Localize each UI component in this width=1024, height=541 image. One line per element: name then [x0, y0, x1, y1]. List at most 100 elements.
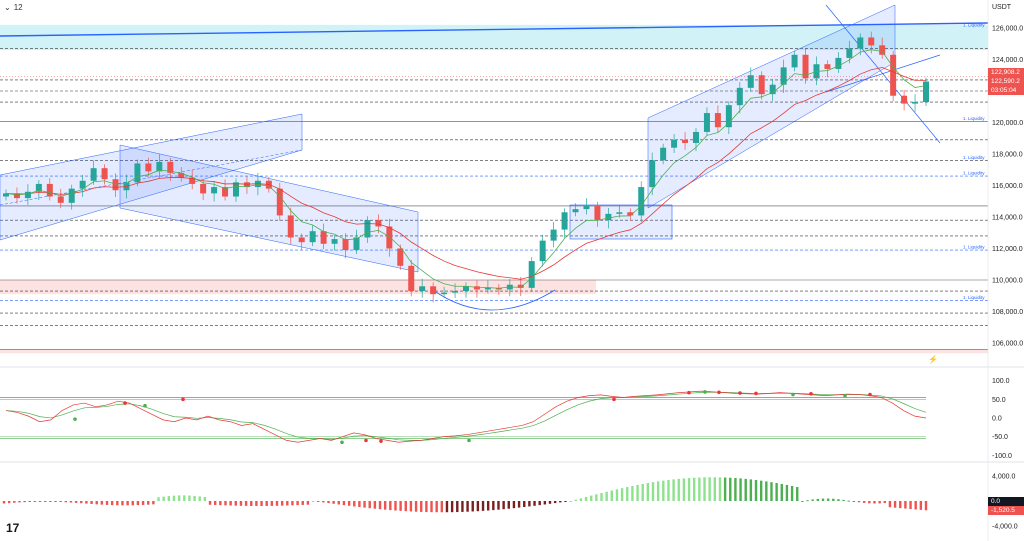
histogram-bar	[430, 501, 433, 513]
histogram-bar	[280, 501, 284, 506]
candle-body	[802, 54, 809, 79]
price-axis-tick: 118,000.0	[992, 152, 1023, 159]
histogram-bar	[286, 501, 289, 506]
candle-body	[780, 67, 787, 85]
histogram-bar	[18, 501, 21, 503]
histogram-bar	[54, 501, 57, 502]
oscillator-cross-dot	[754, 391, 758, 396]
histogram-bar	[832, 498, 835, 501]
histogram-bar	[296, 501, 299, 506]
histogram-bar	[306, 501, 310, 505]
oscillator-cross-dot	[738, 391, 742, 395]
histogram-bar	[28, 501, 31, 502]
interval-indicator[interactable]: ⌄ 12	[4, 3, 23, 12]
histogram-bar	[136, 501, 140, 506]
candle-body	[243, 182, 250, 188]
price-axis-tick: 110,000.0	[992, 278, 1023, 285]
histogram-bar	[270, 501, 274, 506]
histogram-bar	[435, 501, 438, 513]
price-axis-tick: 126,000.0	[992, 26, 1023, 33]
histogram-bar	[672, 479, 675, 501]
oscillator-axis-tick: 0.0	[992, 416, 1002, 423]
histogram-bar	[718, 477, 722, 501]
candle-body	[583, 205, 590, 210]
histogram-bar	[481, 501, 485, 511]
histogram-bar	[662, 480, 665, 501]
candle-body	[660, 147, 667, 161]
candle-body	[342, 239, 349, 251]
candle-body	[57, 196, 64, 203]
histogram-bar	[250, 501, 253, 506]
candle-body	[222, 187, 229, 197]
histogram-bar	[394, 501, 397, 511]
histogram-bar	[38, 501, 42, 502]
histogram-bar	[610, 490, 613, 501]
oscillator-axis-tick: 50.0	[992, 397, 1006, 404]
histogram-bar	[183, 495, 186, 501]
chevron-down-icon[interactable]: ⌄	[4, 3, 11, 12]
candle-body	[419, 286, 426, 292]
histogram-bar	[765, 481, 768, 501]
candle-body	[200, 183, 207, 194]
price-axis-tick: 114,000.0	[992, 215, 1023, 222]
histogram-bar	[466, 501, 469, 512]
cross-line-up	[825, 54, 941, 93]
histogram-bar	[646, 483, 650, 501]
candle-body	[320, 231, 327, 244]
oscillator-cross-dot	[809, 391, 813, 396]
fast-moving-average	[5, 49, 927, 289]
histogram-bar	[512, 501, 516, 509]
histogram-bar	[13, 501, 16, 503]
descending-channel	[119, 144, 419, 273]
histogram-bar	[414, 501, 418, 512]
histogram-bar	[49, 501, 52, 502]
low-zone	[0, 349, 988, 354]
liquidity-label-108k: 1. Liquidity	[963, 295, 985, 300]
histogram-bar	[69, 501, 73, 503]
histogram-bar	[626, 487, 629, 501]
histogram-bar	[693, 477, 696, 501]
candle-body	[35, 183, 42, 192]
candle-body	[868, 37, 875, 46]
histogram-bar	[440, 501, 444, 513]
histogram-bar	[723, 477, 727, 501]
histogram-bar	[775, 483, 778, 501]
histogram-bar	[708, 477, 711, 501]
histogram-bar	[826, 498, 830, 501]
histogram-bar	[852, 501, 856, 502]
histogram-bar	[904, 501, 907, 509]
candle-body	[375, 220, 382, 227]
histogram-bar	[842, 499, 845, 501]
histogram-bar	[806, 500, 809, 502]
candle-body	[353, 237, 360, 251]
histogram-bar	[636, 484, 639, 501]
histogram-bar	[754, 479, 758, 501]
histogram-bar	[322, 501, 325, 503]
candle-body	[791, 54, 798, 68]
histogram-bar	[327, 501, 330, 504]
histogram-bar	[152, 501, 155, 505]
histogram-bar	[862, 501, 866, 503]
histogram-bar	[847, 500, 850, 502]
histogram-bar	[600, 493, 603, 501]
histogram-bar	[507, 501, 510, 509]
candle-body	[24, 191, 31, 199]
histogram-bar	[620, 488, 624, 501]
histogram-bar	[311, 501, 315, 502]
histogram-bar	[703, 477, 706, 501]
candle-body	[178, 172, 185, 178]
histogram-bar	[425, 501, 428, 513]
histogram-bar	[332, 501, 335, 504]
candle-body	[3, 193, 9, 197]
histogram-bar	[615, 489, 619, 501]
histogram-bar	[198, 496, 201, 501]
histogram-bar	[33, 501, 37, 502]
histogram-bar	[177, 495, 181, 501]
prev-price-tag: 122,590.2	[988, 77, 1024, 86]
histogram-bar	[378, 501, 382, 510]
histogram-bar	[368, 501, 371, 509]
oscillator-cross-dot	[717, 390, 721, 395]
histogram-bar	[445, 501, 449, 513]
oscillator-main-line	[5, 390, 927, 443]
